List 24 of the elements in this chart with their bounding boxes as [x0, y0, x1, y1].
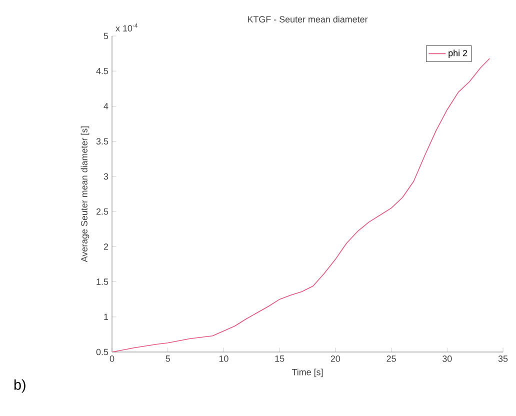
x-tick-label: 20	[330, 356, 340, 362]
y-tick-label: 4	[104, 103, 108, 110]
y-tick-label: 0.5	[96, 348, 108, 356]
y-tick-label: 1.5	[96, 278, 108, 285]
x-tick-label: 25	[386, 356, 396, 362]
y-tick-label: 2.5	[96, 208, 108, 215]
y-tick-label: 1	[104, 314, 108, 320]
y-tick-label: 4.5	[96, 68, 108, 74]
y-tick-label: 3	[104, 173, 108, 180]
y-tick-label: 5	[104, 32, 108, 40]
legend-label: phi 2	[448, 50, 468, 58]
x-tick-label: 35	[498, 356, 508, 362]
y-tick-label: 3.5	[96, 138, 108, 145]
chart-title: KTGF - Seuter mean diameter	[248, 16, 368, 23]
y-axis-title: Average Seuter mean diameter [s]	[80, 126, 90, 262]
text: x 10$^{-4}$	[116, 23, 138, 32]
x-axis-title: Time [s]	[292, 368, 323, 378]
text: b)	[14, 379, 26, 393]
x-tick-label: 5	[166, 356, 170, 362]
x-tick-label: 15	[275, 356, 284, 362]
y-tick-label: 2	[104, 244, 108, 250]
x-tick-label: 10	[219, 356, 228, 362]
x-tick-label: 30	[442, 356, 452, 362]
x-tick-label: 0	[110, 356, 114, 362]
